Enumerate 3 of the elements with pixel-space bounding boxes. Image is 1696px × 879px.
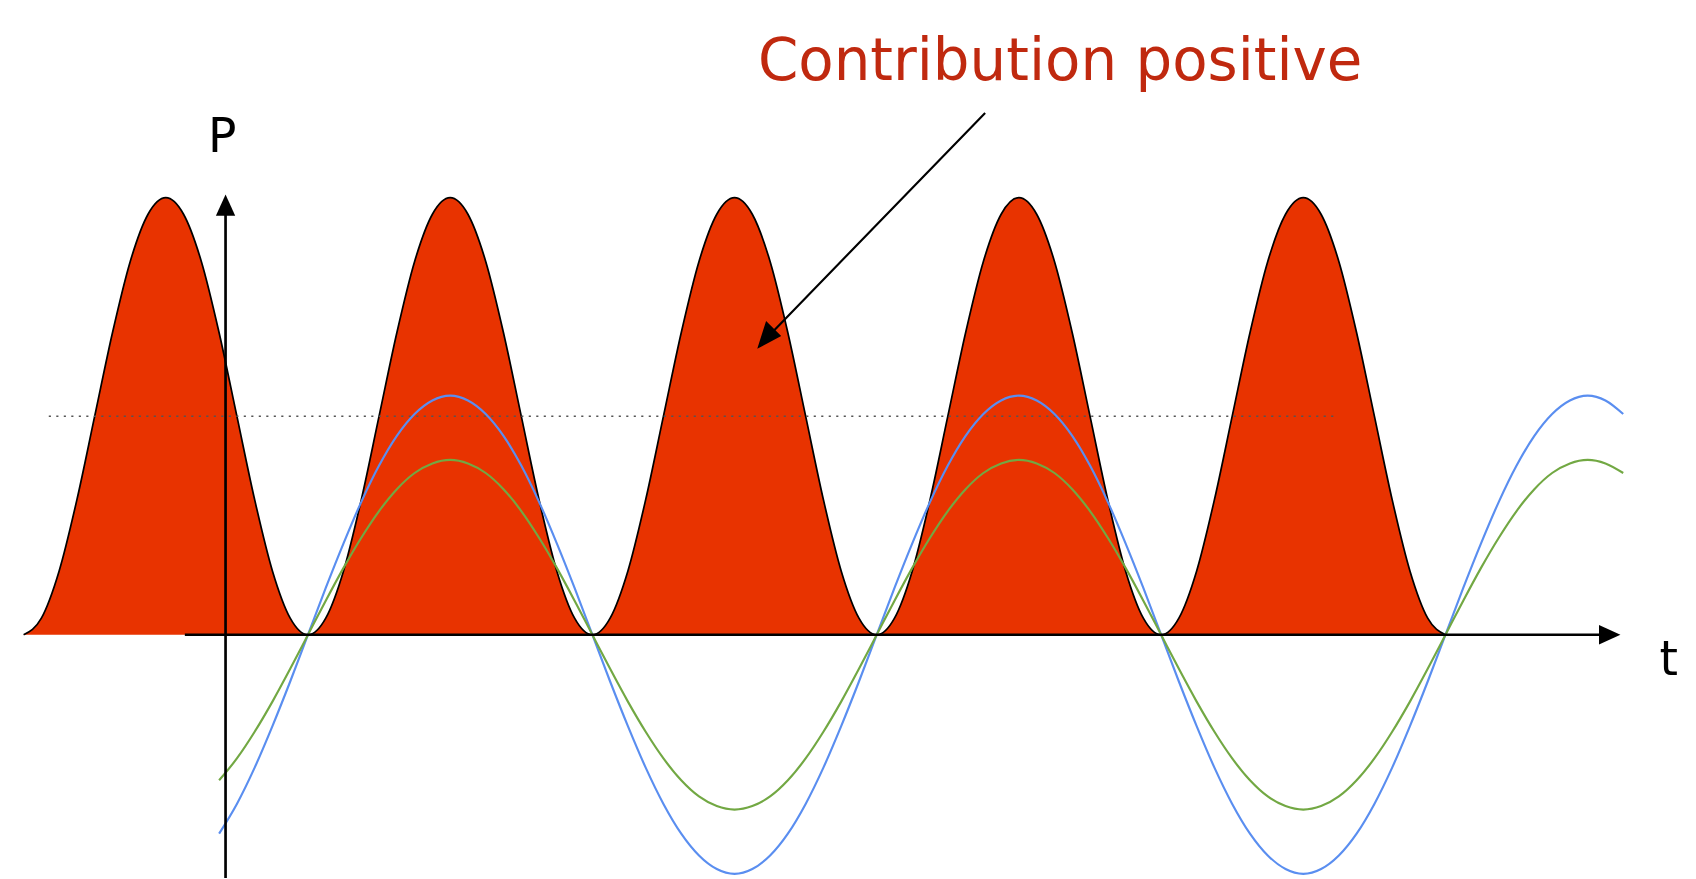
x-axis-title: t xyxy=(1659,630,1678,686)
text: Contribution positive xyxy=(757,25,1363,94)
y-axis-title: P xyxy=(208,107,237,163)
